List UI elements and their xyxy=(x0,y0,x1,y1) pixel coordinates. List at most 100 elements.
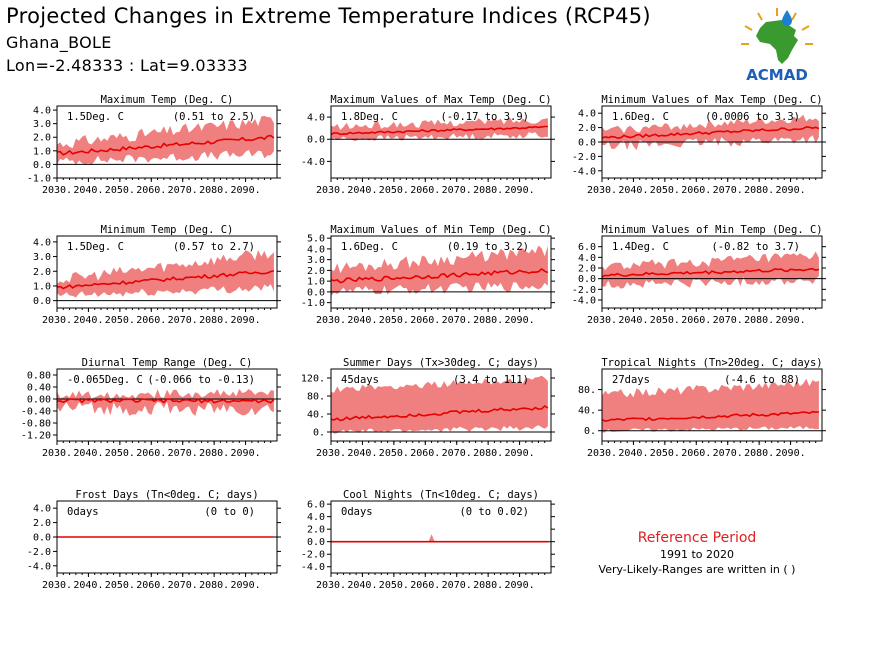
chart-panel: -4.0 -2.0 0.0 2.0 4.0 2030. 2040. 2050. 2060. 207… xyxy=(27,489,281,591)
x-tick-label: 2030. xyxy=(316,448,346,459)
x-tick-label: 2090. xyxy=(231,448,261,459)
y-tick-label: 2.0 xyxy=(578,264,596,275)
y-tick-label: -1.0 xyxy=(27,174,51,185)
y-tick-label: 0. xyxy=(313,428,325,439)
y-tick-label: -4.0 xyxy=(572,296,596,307)
y-tick-label: -2.0 xyxy=(572,152,596,163)
change-value-label: 45days xyxy=(341,374,379,386)
x-tick-label: 2060. xyxy=(681,315,711,326)
likely-range-label: (0.19 to 3.2) xyxy=(447,241,529,253)
x-tick-label: 2090. xyxy=(505,185,535,196)
likely-range-band xyxy=(602,378,819,433)
x-tick-label: 2050. xyxy=(105,448,135,459)
median-line xyxy=(56,134,275,156)
y-tick-label: 0.40 xyxy=(27,383,51,394)
chart-title: Tropical Nights (Tn>20deg. C; days) xyxy=(601,357,822,369)
chart-panel: 0.0 1.0 2.0 3.0 4.0 2030. 2040. 2050. 2060. 2070.… xyxy=(33,224,281,326)
x-tick-label: 2070. xyxy=(442,315,472,326)
likely-range-band xyxy=(602,251,819,289)
x-tick-label: 2060. xyxy=(410,580,440,591)
x-tick-label: 2050. xyxy=(379,315,409,326)
x-tick-label: 2030. xyxy=(42,580,72,591)
change-value-label: 0days xyxy=(341,506,373,518)
spike-mark xyxy=(428,534,435,542)
x-tick-label: 2050. xyxy=(379,580,409,591)
y-tick-label: 3.0 xyxy=(307,255,325,266)
y-tick-label: 6.0 xyxy=(578,242,596,253)
x-tick-label: 2090. xyxy=(231,315,261,326)
y-tick-label: 2.0 xyxy=(307,525,325,536)
likely-range-label: (-4.6 to 88) xyxy=(724,374,800,386)
chart-title: Summer Days (Tx>30deg. C; days) xyxy=(343,357,539,369)
x-tick-label: 2030. xyxy=(587,315,617,326)
likely-range-band xyxy=(331,117,548,142)
x-tick-label: 2090. xyxy=(505,580,535,591)
x-tick-label: 2040. xyxy=(73,580,103,591)
y-tick-label: -2.0 xyxy=(301,550,325,561)
x-tick-label: 2070. xyxy=(168,185,198,196)
y-tick-label: 1.0 xyxy=(33,281,51,292)
x-tick-label: 2090. xyxy=(776,448,806,459)
change-value-label: 27days xyxy=(612,374,650,386)
x-tick-label: 2080. xyxy=(473,315,503,326)
chart-title: Frost Days (Tn<0deg. C; days) xyxy=(75,489,258,501)
y-tick-label: 0.0 xyxy=(307,537,325,548)
y-tick-label: -1.0 xyxy=(301,298,325,309)
x-tick-label: 2090. xyxy=(505,448,535,459)
change-value-label: 1.6Deg. C xyxy=(612,111,669,123)
reference-period-years: 1991 to 2020 xyxy=(659,548,735,561)
y-tick-label: 5.0 xyxy=(307,234,325,245)
y-tick-label: -2.0 xyxy=(572,285,596,296)
chart-title: Maximum Temp (Deg. C) xyxy=(101,94,234,106)
y-tick-label: 0.80 xyxy=(27,371,51,382)
x-tick-label: 2080. xyxy=(473,185,503,196)
y-tick-label: -4.0 xyxy=(27,561,51,572)
x-tick-label: 2070. xyxy=(168,448,198,459)
page-title: Projected Changes in Extreme Temperature… xyxy=(6,4,651,28)
x-tick-label: 2090. xyxy=(231,580,261,591)
chart-title: Maximum Values of Min Temp (Deg. C) xyxy=(330,224,551,236)
y-tick-label: 4.0 xyxy=(307,512,325,523)
x-tick-label: 2070. xyxy=(713,185,743,196)
median-line xyxy=(330,404,549,422)
x-tick-label: 2040. xyxy=(618,185,648,196)
y-tick-label: 4.0 xyxy=(33,504,51,515)
chart-panel: -1.20-0.80-0.400.000.400.80 2030. 2040. 205… xyxy=(21,357,281,459)
x-tick-label: 2030. xyxy=(42,448,72,459)
y-tick-label: 1.0 xyxy=(307,277,325,288)
plot-frame xyxy=(330,500,552,574)
plot-frame xyxy=(56,105,278,179)
median-line xyxy=(601,126,820,140)
plot-frame xyxy=(330,368,552,442)
likely-range-band xyxy=(57,115,274,166)
x-tick-label: 2080. xyxy=(744,315,774,326)
y-tick-label: -4.0 xyxy=(301,157,325,168)
plot-frame xyxy=(56,368,278,442)
y-tick-label: 80. xyxy=(307,392,325,403)
chart-title: Cool Nights (Tn<10deg. C; days) xyxy=(343,489,539,501)
median-line xyxy=(601,410,819,423)
chart-panel: 0. 40. 80. 2030. 2040. 2050. 2060. 2070. 2080. 20… xyxy=(578,357,826,459)
logo-text: ACMAD xyxy=(746,66,808,84)
y-tick-label: 0.0 xyxy=(307,135,325,146)
chart-panel: -4.0 0.0 4.0 2030. 2040. 2050. 2060. 2070. 2080.… xyxy=(301,94,555,196)
chart-panel: -4.0 -2.0 0.0 2.0 4.0 2030. 2040. 2050. 2060. 207… xyxy=(572,94,826,196)
plot-frame xyxy=(330,235,552,309)
y-tick-label: -0.80 xyxy=(21,419,51,430)
y-tick-label: 2.0 xyxy=(578,123,596,134)
chart-title: Maximum Values of Max Temp (Deg. C) xyxy=(330,94,551,106)
x-tick-label: 2060. xyxy=(136,185,166,196)
chart-panel: 0. 40. 80. 120. 2030. 2040. 2050. 2060. 2070. 208… xyxy=(301,357,555,459)
x-tick-label: 2040. xyxy=(347,315,377,326)
x-tick-label: 2060. xyxy=(681,185,711,196)
x-tick-label: 2040. xyxy=(347,448,377,459)
x-tick-label: 2090. xyxy=(776,315,806,326)
station-name: Ghana_BOLE xyxy=(6,33,112,52)
median-line xyxy=(601,267,820,278)
y-tick-label: 120. xyxy=(301,374,325,385)
chart-title: Minimum Temp (Deg. C) xyxy=(101,224,234,236)
x-tick-label: 2030. xyxy=(42,185,72,196)
y-tick-label: 4.0 xyxy=(307,113,325,124)
x-tick-label: 2060. xyxy=(410,185,440,196)
chart-title: Minimum Values of Max Temp (Deg. C) xyxy=(601,94,822,106)
